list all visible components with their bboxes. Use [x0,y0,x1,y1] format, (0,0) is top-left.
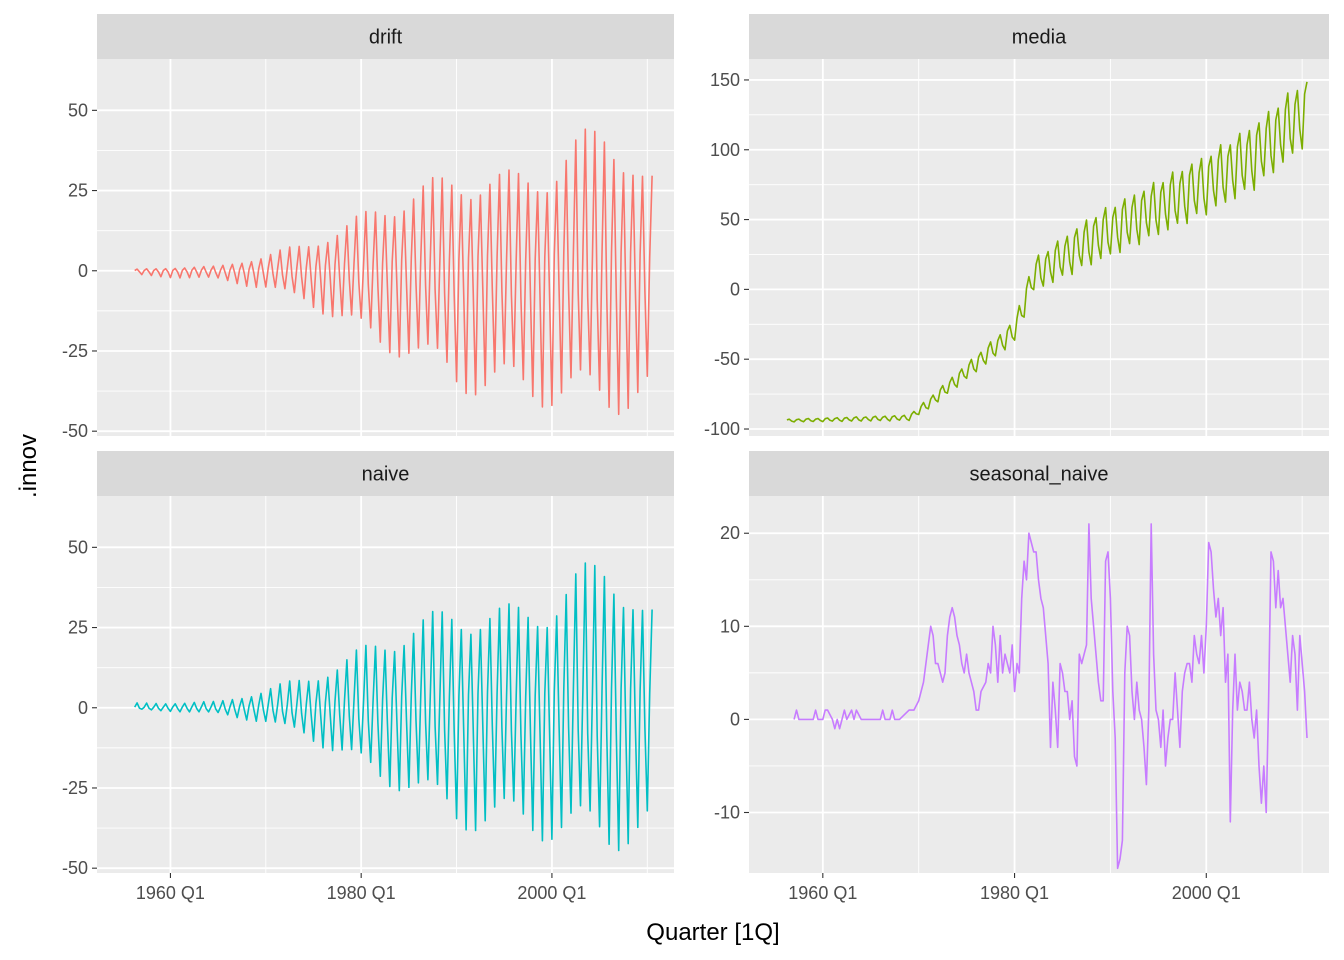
y-axis: -100 -50 0 50 100 150 [704,70,749,439]
series-line-layer [134,562,653,852]
y-tick-label: -100 [704,419,740,439]
y-tick-label: 10 [720,616,740,636]
strip-label: drift [369,27,403,49]
strip-background [749,451,1329,496]
y-tick-label: 0 [78,261,88,281]
y-tick-label: -50 [62,421,88,441]
panel-media: media -100 -50 0 50 100 150 [704,14,1329,439]
y-tick-label: 25 [68,618,88,638]
series-line-naive [134,562,653,852]
y-axis: -50 -25 0 25 50 [62,537,97,878]
x-axis: 1960 Q1 1980 Q1 2000 Q1 [788,873,1241,903]
gridlines [749,59,1329,436]
y-tick-label: -50 [62,858,88,878]
strip-label: naive [362,464,410,486]
x-tick-label: 1980 Q1 [327,883,396,903]
strip-background [749,14,1329,59]
series-line-layer [786,81,1308,423]
y-tick-label: 150 [710,70,740,90]
y-tick-label: 0 [78,698,88,718]
strip-label: seasonal_naive [970,464,1109,486]
y-tick-label: -25 [62,341,88,361]
plot-background [749,496,1329,873]
y-tick-label: 0 [730,709,740,729]
y-axis: -10 0 10 20 [714,523,749,822]
y-tick-label: -50 [714,349,740,369]
x-axis: 1960 Q1 1980 Q1 2000 Q1 [136,873,586,903]
y-tick-label: 100 [710,140,740,160]
strip-background [97,451,674,496]
panel-seasonal-naive: seasonal_naive -10 0 10 20 1960 Q1 1980 Q1 20… [714,451,1329,903]
y-tick-label: 25 [68,181,88,201]
y-tick-label: 0 [730,279,740,299]
x-tick-label: 2000 Q1 [1172,883,1241,903]
series-line-layer [793,523,1308,870]
y-tick-label: 50 [68,100,88,120]
x-tick-label: 1960 Q1 [788,883,857,903]
panel-drift: drift -50 -25 0 25 50 [62,14,674,441]
y-tick-label: -10 [714,802,740,822]
strip-background [97,14,674,59]
x-tick-label: 1980 Q1 [980,883,1049,903]
x-axis-title: Quarter [1Q] [646,919,779,946]
panel-naive: naive -50 -25 0 25 50 1960 Q1 1980 Q1 2000 Q1 [62,451,674,903]
y-tick-label: 50 [720,210,740,230]
y-tick-label: 20 [720,523,740,543]
series-line-media [786,81,1308,423]
strip-label: media [1012,27,1067,49]
plot-background [749,59,1329,436]
y-tick-label: 50 [68,537,88,557]
y-tick-label: -25 [62,778,88,798]
y-axis-title: .innov [15,434,42,498]
x-tick-label: 1960 Q1 [136,883,205,903]
series-line-drift [134,128,653,416]
x-tick-label: 2000 Q1 [517,883,586,903]
y-axis: -50 -25 0 25 50 [62,100,97,441]
series-line-layer [134,128,653,416]
series-line-seasonal-naive [793,523,1308,870]
